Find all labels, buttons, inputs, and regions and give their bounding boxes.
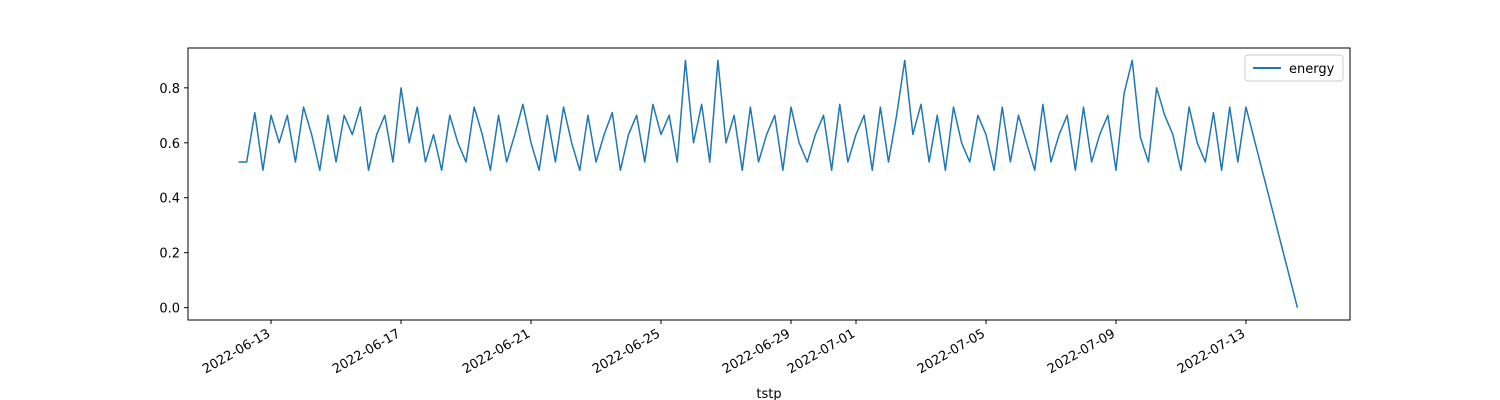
x-tick-label: 2022-07-05 xyxy=(915,326,988,377)
x-tick-label: 2022-06-21 xyxy=(460,326,533,377)
x-tick-label: 2022-06-13 xyxy=(200,326,273,377)
x-axis-label: tstp xyxy=(756,387,781,400)
x-tick-label: 2022-07-09 xyxy=(1045,326,1118,377)
x-tick-label: 2022-06-25 xyxy=(590,326,663,377)
line-series xyxy=(238,59,1299,308)
legend-box xyxy=(1244,54,1344,82)
y-tick-label: 0.4 xyxy=(159,192,180,207)
legend: energy xyxy=(1244,54,1344,82)
x-tick-label: 2022-07-13 xyxy=(1175,326,1248,377)
y-tick-label: 0.6 xyxy=(159,137,180,152)
plot-frame xyxy=(187,47,1351,321)
x-tick-label: 2022-06-29 xyxy=(720,326,793,377)
x-tick-label: 2022-07-01 xyxy=(785,326,858,377)
legend-label: energy xyxy=(1289,62,1335,77)
x-tick-label: 2022-06-17 xyxy=(330,326,403,377)
y-tick-label: 0.8 xyxy=(159,82,180,97)
y-tick-label: 0.0 xyxy=(159,302,180,317)
y-tick-label: 0.2 xyxy=(159,247,180,262)
